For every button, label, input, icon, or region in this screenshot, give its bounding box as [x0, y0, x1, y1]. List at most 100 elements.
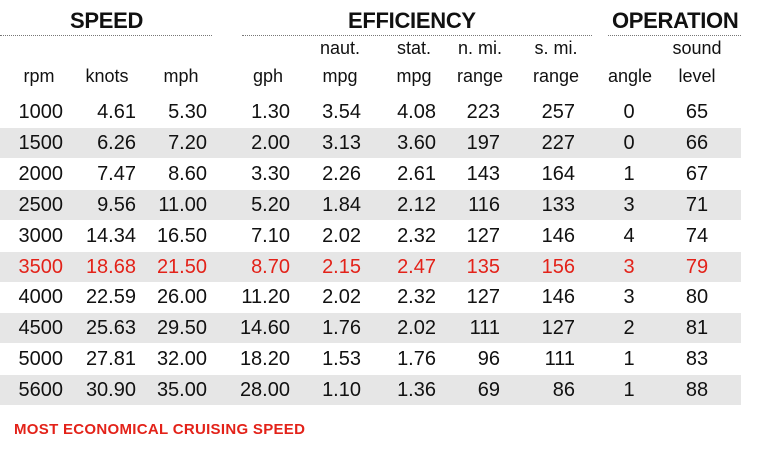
table-cell: 65: [685, 101, 709, 123]
table-cell: 223: [466, 101, 500, 123]
group-rule-operation: [608, 35, 741, 36]
group-title-speed: SPEED: [70, 8, 144, 33]
table-cell: 227: [541, 131, 575, 154]
table-cell: 3: [623, 286, 635, 309]
table-cell: 2.26: [322, 162, 361, 185]
table-cell: 79: [685, 255, 709, 278]
table-cell: 3.60: [397, 131, 436, 154]
table-cell: 32.00: [156, 348, 207, 371]
table-cell: 127: [466, 286, 500, 309]
table-cell: 2.61: [397, 162, 436, 185]
table-cell: 7.10: [251, 224, 290, 247]
table-cell: 3.13: [322, 131, 361, 154]
column-header-bottom-7: range: [532, 66, 580, 86]
table-cell: 257: [541, 101, 575, 123]
group-title-efficiency: EFFICIENCY: [348, 8, 476, 33]
table-cell: 0: [623, 131, 635, 154]
table-cell: 2.02: [322, 286, 361, 309]
table-cell: 1: [623, 348, 635, 371]
table-cell: 14.34: [85, 224, 136, 247]
table-cell: 3: [623, 255, 635, 278]
table-cell: 2.32: [397, 286, 436, 309]
table-cell: 146: [541, 224, 575, 247]
group-header-operation: OPERATION: [608, 8, 741, 38]
table-cell: 88: [685, 379, 709, 402]
table-row: 2500 9.56 11.00 5.20 1.84 2.12 116 133 3 71: [0, 189, 741, 220]
table-cell: 81: [685, 317, 709, 340]
table-cell: 71: [685, 193, 709, 216]
table-cell: 27.81: [85, 348, 136, 371]
table-cell: 7.47: [97, 162, 136, 185]
table-cell: 8.70: [251, 255, 290, 278]
table-cell: 28.00: [239, 379, 290, 402]
table-cell: 86: [552, 379, 575, 402]
column-header-top-9: sound: [672, 38, 722, 58]
table-cell: 7.20: [168, 131, 207, 154]
table-cell: 35.00: [156, 379, 207, 402]
group-rule-speed: [0, 35, 212, 36]
table-row: 3000 14.34 16.50 7.10 2.02 2.32 127 146 4 74: [0, 221, 741, 251]
table-cell: 197: [466, 131, 500, 154]
table-cell: 5000: [18, 348, 64, 371]
group-header-speed: SPEED: [0, 8, 212, 38]
table-cell: 4: [623, 224, 635, 247]
table-cell: 21.50: [156, 255, 207, 278]
table-cell: 96: [477, 348, 500, 371]
column-header-bottom-9: level: [678, 66, 716, 86]
table-cell: 2000: [18, 162, 64, 185]
column-header-bottom-0: rpm: [23, 66, 55, 86]
table-cell: 8.60: [168, 162, 207, 185]
table-cell: 29.50: [156, 317, 207, 340]
column-header-bottom-5: mpg: [396, 66, 432, 86]
table-cell: 69: [477, 379, 500, 402]
table-cell: 156: [541, 255, 575, 278]
column-header-bottom-4: mpg: [322, 66, 358, 86]
column-header-bottom-3: gph: [252, 66, 284, 86]
table-row: 1500 6.26 7.20 2.00 3.13 3.60 197 227 0 66: [0, 127, 741, 158]
table-cell: 3.54: [322, 101, 361, 123]
table-cell: 0: [623, 101, 635, 123]
table-cell: 66: [685, 131, 709, 154]
table-row: 4000 22.59 26.00 11.20 2.02 2.32 127 146 3 80: [0, 282, 741, 312]
table-cell: 135: [466, 255, 500, 278]
table-cell: 1.10: [322, 379, 361, 402]
table-cell: 4.08: [397, 101, 436, 123]
table-cell: 127: [466, 224, 500, 247]
table-cell: 164: [541, 162, 575, 185]
table-cell: 127: [541, 317, 575, 340]
table-cell: 9.56: [97, 193, 136, 216]
table-cell: 1: [623, 162, 635, 185]
table-cell: 6.26: [97, 131, 136, 154]
table-cell: 18.68: [85, 255, 136, 278]
table-cell: 1000: [18, 101, 64, 123]
table-row: 1000 4.61 5.30 1.30 3.54 4.08 223 257 0 65: [0, 97, 741, 127]
table-cell: 2.02: [397, 317, 436, 340]
table-cell: 3.30: [251, 162, 290, 185]
column-header-top-7: s. mi.: [534, 38, 578, 58]
table-cell: 2.00: [251, 131, 290, 154]
table-cell: 30.90: [85, 379, 136, 402]
table-cell: 2.15: [322, 255, 361, 278]
table-row: 5000 27.81 32.00 18.20 1.53 1.76 96 111 1 83: [0, 344, 741, 374]
table-row: 3500 18.68 21.50 8.70 2.15 2.47 135 156 3 79: [0, 251, 741, 282]
table-row: 4500 25.63 29.50 14.60 1.76 2.02 111 127 2 81: [0, 313, 741, 344]
table-cell: 16.50: [156, 224, 207, 247]
table-cell: 67: [685, 162, 709, 185]
table-cell: 1.53: [322, 348, 361, 371]
table-cell: 116: [468, 193, 500, 216]
group-title-operation: OPERATION: [612, 8, 739, 33]
table-cell: 3500: [18, 255, 64, 278]
table-cell: 111: [544, 348, 575, 371]
footnote: MOST ECONOMICAL CRUISING SPEED: [14, 421, 306, 438]
table-cell: 26.00: [156, 286, 207, 309]
column-header-bottom-6: range: [456, 66, 504, 86]
table-cell: 83: [685, 348, 709, 371]
table-cell: 1.76: [322, 317, 361, 340]
table-cell: 146: [541, 286, 575, 309]
table-row: 2000 7.47 8.60 3.30 2.26 2.61 143 164 1 67: [0, 159, 741, 189]
table-cell: 74: [685, 224, 709, 247]
table-cell: 4000: [18, 286, 64, 309]
table-cell: 2.32: [397, 224, 436, 247]
table-cell: 1.36: [397, 379, 436, 402]
table-cell: 3: [623, 193, 635, 216]
